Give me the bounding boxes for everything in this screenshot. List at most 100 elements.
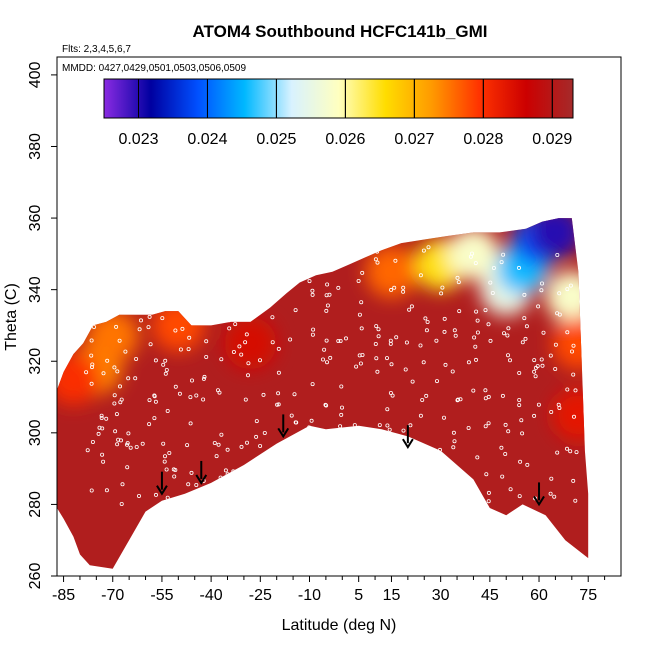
- sample-point: [455, 275, 460, 280]
- sample-point: [475, 455, 480, 460]
- sample-point: [452, 439, 457, 444]
- sample-point: [232, 472, 237, 477]
- sample-point: [573, 388, 578, 393]
- sample-point: [374, 490, 379, 495]
- sample-point: [201, 397, 206, 402]
- sample-point: [119, 397, 124, 402]
- sample-point: [483, 388, 488, 393]
- sample-point: [392, 285, 397, 290]
- colorbar-tick-label: 0.027: [394, 131, 434, 148]
- sample-point: [84, 370, 89, 375]
- sample-point: [385, 423, 390, 428]
- sample-point: [533, 365, 538, 370]
- sample-point: [309, 418, 314, 423]
- sample-point: [499, 260, 504, 265]
- sample-point: [324, 338, 329, 343]
- y-tick-label: 260: [27, 563, 44, 590]
- sample-point: [336, 488, 341, 493]
- sample-point: [393, 258, 398, 263]
- sample-point: [274, 470, 279, 475]
- sample-point: [573, 498, 578, 503]
- sample-point: [187, 335, 192, 340]
- sample-point: [454, 502, 459, 507]
- sample-point: [377, 423, 382, 428]
- sample-point: [286, 286, 291, 291]
- flights-note: Flts: 2,3,4,5,6,7: [62, 44, 131, 55]
- sample-point: [277, 458, 282, 463]
- sample-point: [565, 387, 570, 392]
- sample-point: [486, 322, 491, 327]
- sample-point: [359, 454, 364, 459]
- sample-point: [325, 282, 330, 287]
- x-tick-label: -55: [150, 587, 173, 604]
- sample-point: [103, 276, 108, 281]
- sample-point: [549, 409, 554, 414]
- sample-point: [194, 393, 199, 398]
- sample-point: [257, 358, 262, 363]
- sample-point: [226, 265, 231, 270]
- sample-point: [147, 314, 152, 319]
- sample-point: [293, 499, 298, 504]
- sample-point: [173, 328, 178, 333]
- sample-point: [304, 496, 309, 501]
- sample-point: [119, 501, 124, 506]
- dates-note: MMDD: 0427,0429,0501,0503,0506,0509: [62, 63, 246, 74]
- sample-point: [439, 291, 444, 296]
- sample-point: [536, 402, 541, 407]
- sample-point: [274, 294, 279, 299]
- sample-point: [532, 358, 537, 363]
- sample-point: [483, 424, 488, 429]
- sample-point: [555, 450, 560, 455]
- sample-point: [440, 476, 445, 481]
- sample-point: [505, 353, 510, 358]
- sample-point: [324, 360, 329, 365]
- sample-point: [508, 487, 513, 492]
- sample-point: [307, 425, 312, 430]
- sample-point: [89, 338, 94, 343]
- sample-point: [373, 341, 378, 346]
- sample-point: [119, 438, 124, 443]
- sample-point: [154, 246, 159, 251]
- sample-point: [89, 353, 94, 358]
- sample-point: [327, 292, 332, 297]
- sample-point: [310, 252, 315, 257]
- sample-point: [232, 290, 237, 295]
- y-tick-label: 340: [27, 276, 44, 303]
- sample-point: [163, 371, 168, 376]
- sample-point: [165, 258, 170, 263]
- sample-point: [219, 296, 224, 301]
- sample-point: [488, 338, 493, 343]
- sample-point: [424, 328, 429, 333]
- sample-point: [488, 280, 493, 285]
- sample-point: [191, 302, 196, 307]
- sample-point: [325, 303, 330, 308]
- x-tick-label: -25: [249, 587, 272, 604]
- sample-point: [123, 349, 128, 354]
- sample-point: [539, 288, 544, 293]
- sample-point: [180, 326, 185, 331]
- sample-point: [86, 308, 91, 313]
- sample-point: [227, 318, 232, 323]
- sample-point: [179, 266, 184, 271]
- x-tick-label: 15: [383, 587, 401, 604]
- sample-point: [442, 329, 447, 334]
- sample-point: [178, 270, 183, 275]
- sample-point: [125, 441, 130, 446]
- sample-point: [490, 290, 495, 295]
- sample-point: [339, 412, 344, 417]
- sample-point: [324, 308, 329, 313]
- sample-point: [421, 248, 426, 253]
- sample-point: [336, 450, 341, 455]
- sample-point: [201, 282, 206, 287]
- sample-point: [574, 450, 579, 455]
- sample-point: [452, 328, 457, 333]
- sample-point: [172, 474, 177, 479]
- x-axis-label: Latitude (deg N): [282, 617, 397, 634]
- sample-point: [343, 336, 348, 341]
- sample-point: [153, 280, 158, 285]
- sample-point: [451, 479, 456, 484]
- sample-point: [277, 254, 282, 259]
- sample-point: [519, 418, 524, 423]
- sample-point: [161, 362, 166, 367]
- sample-point: [359, 326, 364, 331]
